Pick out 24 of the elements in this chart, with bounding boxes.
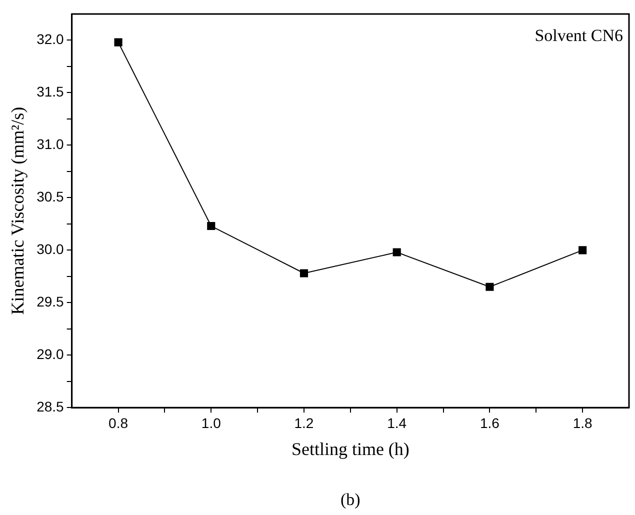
x-tick-label: 0.8 bbox=[108, 414, 128, 431]
x-axis-title: Settling time (h) bbox=[291, 438, 410, 459]
y-tick-label: 29.5 bbox=[36, 294, 64, 310]
x-tick-label: 1.6 bbox=[480, 414, 500, 431]
y-tick-label: 31.5 bbox=[36, 84, 64, 100]
point bbox=[300, 269, 308, 278]
text: (b) bbox=[340, 490, 360, 509]
x-tick-label: 1.8 bbox=[572, 414, 593, 431]
point bbox=[114, 38, 122, 46]
point bbox=[207, 222, 216, 230]
x-tick-label: 1.4 bbox=[387, 414, 407, 431]
y-tick-label: 29.0 bbox=[36, 346, 64, 362]
point bbox=[392, 248, 401, 256]
point bbox=[578, 246, 587, 254]
y-axis-title: Kinematic Viscosity (mm²/s) bbox=[8, 106, 28, 315]
x-tick-label: 1.0 bbox=[201, 414, 222, 431]
y-tick-label: 28.5 bbox=[36, 398, 64, 414]
x-tick-label: 1.2 bbox=[294, 414, 314, 431]
y-tick-label: 30.0 bbox=[36, 241, 64, 258]
y-tick-label: 32.0 bbox=[36, 31, 64, 48]
annotation: Solvent CN6 bbox=[534, 26, 623, 45]
point bbox=[486, 282, 494, 291]
y-tick-label: 30.5 bbox=[36, 188, 64, 205]
y-tick-label: 31.0 bbox=[36, 136, 64, 152]
